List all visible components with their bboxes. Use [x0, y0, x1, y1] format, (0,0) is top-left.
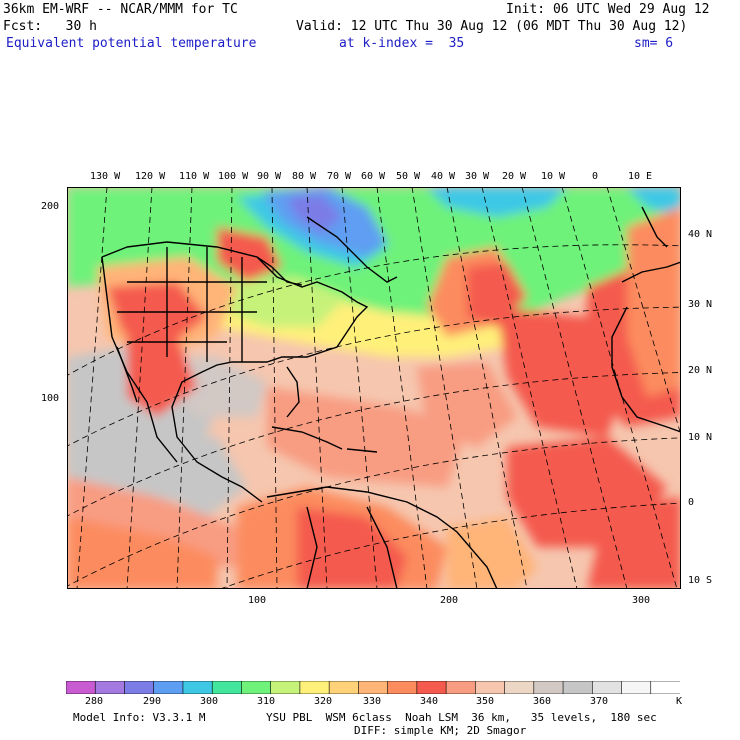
- lon-label: 30 W: [465, 171, 490, 182]
- colorbar-swatch: [416, 681, 447, 694]
- lon-label: 50 W: [396, 171, 421, 182]
- colorbar-swatch: [591, 681, 623, 694]
- colorbar-label: 300: [200, 696, 219, 707]
- colorbar-swatch: [182, 681, 213, 694]
- lon-label: 100 W: [218, 171, 249, 182]
- colorbar-swatch: [94, 681, 126, 694]
- lat-label: 0: [688, 497, 695, 508]
- lon-label: 60 W: [361, 171, 386, 182]
- colorbar-label: 280: [85, 696, 104, 707]
- smoothing: sm= 6: [634, 36, 674, 51]
- colorbar-label: 320: [314, 696, 333, 707]
- colorbar-swatch: [153, 681, 184, 694]
- colorbar-label: 330: [363, 696, 382, 707]
- colorbar-swatch: [211, 681, 243, 694]
- graticule: [67, 187, 681, 589]
- colorbar-swatch: [533, 681, 564, 694]
- lon-label: 20 W: [502, 171, 527, 182]
- colorbar-label: 370: [590, 696, 609, 707]
- colorbar-swatch: [358, 681, 389, 694]
- grid-x-label: 100: [248, 595, 267, 606]
- colorbar-label: 310: [257, 696, 276, 707]
- colorbar-swatch: [387, 681, 418, 694]
- shaded-field: [67, 187, 681, 589]
- lon-label: 10 W: [541, 171, 566, 182]
- colorbar-swatch: [299, 681, 330, 694]
- colorbar-label: 350: [476, 696, 495, 707]
- diffusion-info: DIFF: simple KM; 2D Smagor: [354, 724, 527, 737]
- lon-label: 120 W: [135, 171, 166, 182]
- map-frame: [67, 187, 681, 589]
- forecast-hour: Fcst: 30 h: [3, 19, 97, 34]
- init-time: Init: 06 UTC Wed 29 Aug 12: [506, 2, 710, 17]
- colorbar-unit: K: [676, 696, 683, 707]
- colorbar-swatch: [241, 681, 272, 694]
- lon-label: 110 W: [179, 171, 210, 182]
- coastlines: [101, 206, 681, 589]
- lat-label: 10 S: [688, 575, 713, 586]
- colorbar-swatch: [270, 681, 301, 694]
- colorbar-swatch: [650, 681, 680, 694]
- level-index: at k-index = 35: [339, 36, 465, 51]
- colorbar-swatch: [504, 681, 535, 694]
- colorbar-swatch: [475, 681, 506, 694]
- lon-label: 0: [592, 171, 599, 182]
- colorbar-swatch: [562, 681, 594, 694]
- lon-label: 10 E: [628, 171, 653, 182]
- lat-label: 20 N: [688, 365, 713, 376]
- colorbar-label: 360: [533, 696, 552, 707]
- colorbar-swatch: [445, 681, 477, 694]
- model-title: 36km EM-WRF -- NCAR/MMM for TC: [3, 2, 238, 17]
- colorbar-label: 290: [143, 696, 162, 707]
- grid-x-label: 200: [440, 595, 459, 606]
- lon-label: 80 W: [292, 171, 317, 182]
- valid-time: Valid: 12 UTC Thu 30 Aug 12 (06 MDT Thu …: [296, 19, 688, 34]
- field-name: Equivalent potential temperature: [6, 36, 257, 51]
- lat-label: 10 N: [688, 432, 713, 443]
- theta-e-map: [67, 187, 681, 589]
- lon-label: 40 W: [431, 171, 456, 182]
- colorbar-swatch: [124, 681, 155, 694]
- colorbar-swatch: [66, 681, 97, 694]
- colorbar-label: 340: [420, 696, 439, 707]
- lat-label: 40 N: [688, 229, 713, 240]
- grid-y-label: 200: [41, 201, 60, 212]
- grid-y-label: 100: [41, 393, 60, 404]
- color-scale-bar: [66, 681, 680, 694]
- lon-label: 90 W: [257, 171, 282, 182]
- lat-label: 30 N: [688, 299, 713, 310]
- lon-label: 70 W: [327, 171, 352, 182]
- model-info: Model Info: V3.3.1 M: [73, 711, 206, 724]
- grid-x-label: 300: [632, 595, 651, 606]
- physics-info: YSU PBL WSM 6class Noah LSM 36 km, 35 le…: [266, 711, 657, 724]
- colorbar-swatch: [328, 681, 360, 694]
- lon-label: 130 W: [90, 171, 121, 182]
- colorbar-swatch: [621, 681, 652, 694]
